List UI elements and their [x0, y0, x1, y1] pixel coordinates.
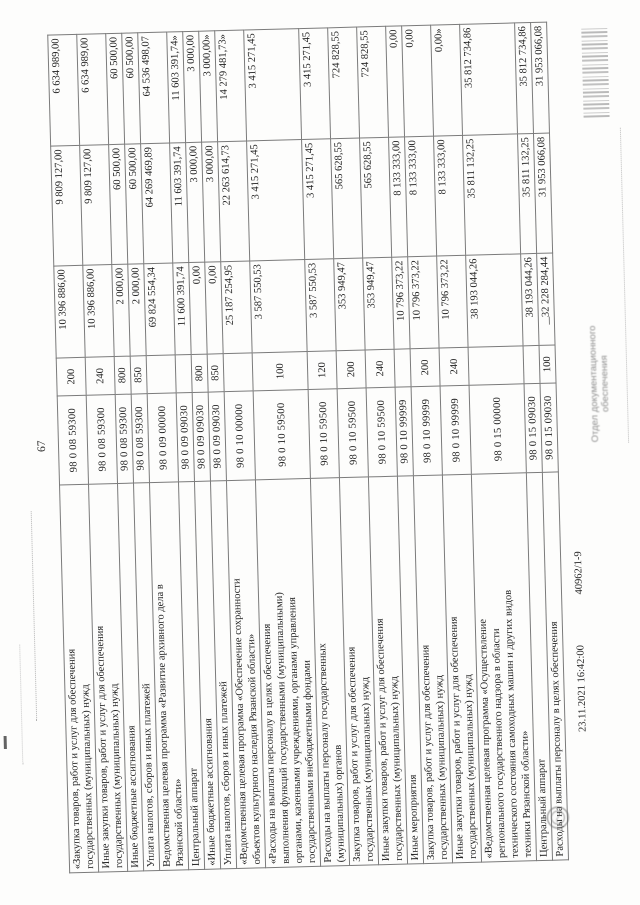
code-cell: 98 0 08 59300 [86, 394, 118, 485]
code-cell: 98 0 10 99999 [440, 385, 472, 475]
sum-col3-cell: 31 953 066,08 [530, 22, 550, 134]
sum-col2-cell: 35 811 132,25 [462, 133, 521, 256]
sum-col1-cell: 38 193 044,26 [465, 253, 524, 348]
expense-type-cell: 850 [207, 353, 225, 393]
code-cell: 98 0 15 00000 [469, 383, 527, 475]
sum-col3-cell: 3 415 271,45 [243, 28, 302, 141]
sum-col3-cell: 3 415 271,45 [298, 27, 331, 140]
sum-col1-cell: 25 187 254,95 [220, 260, 253, 354]
expense-type-cell [523, 345, 541, 384]
sum-col3-cell: 35 812 734,86 [459, 22, 518, 136]
sum-col2-cell: 31 953 066,08 [533, 133, 553, 254]
sum-col2-cell: 9 809 127,00 [50, 145, 83, 267]
budget-table: «Закупка товаров, работ и услуг для обес… [47, 22, 569, 874]
sum-col2-cell: 8 133 333,00 [433, 135, 466, 257]
sum-col3-cell: 64 536 498,07 [137, 32, 170, 144]
sum-col1-cell: 10 396 886,00 [53, 265, 86, 359]
sum-col1-cell: 353 949,47 [362, 257, 395, 350]
expense-type-cell: 800 [191, 354, 209, 393]
sum-col2-cell: 3 415 271,45 [246, 139, 305, 261]
sum-col3-cell: 0,00» [430, 24, 463, 137]
print-datetime: 23.11.2021 16:42:00 [575, 644, 589, 733]
expense-type-cell: 240 [439, 347, 470, 387]
expense-type-cell: 800 [114, 356, 132, 395]
page-number: 67 [35, 440, 49, 453]
emblem-stamp-icon: р [540, 804, 571, 831]
scan-artifact-dots [30, 511, 38, 722]
sum-col2-cell: 565 628,55 [359, 137, 392, 258]
scan-artifact-mark [3, 735, 7, 750]
sum-col3-cell: 724 828,55 [356, 26, 389, 139]
scan-artifact-dots [19, 644, 24, 765]
expense-type-cell: 200 [410, 348, 441, 387]
scan-artifact-dots [619, 127, 630, 443]
code-cell: 98 0 10 59500 [253, 389, 311, 480]
expense-type-cell [146, 354, 177, 394]
expense-type-cell [223, 352, 254, 392]
print-footer: 23.11.2021 16:42:00 40962/1-9 [573, 551, 589, 732]
expense-type-cell [175, 354, 193, 393]
budget-table-body: «Закупка товаров, работ и услуг для обес… [47, 22, 569, 873]
dept-stamp-text: Отдел документационного обеспечения [587, 325, 612, 443]
sum-col2-cell: 565 628,55 [330, 138, 363, 259]
sum-col3-cell: 6 634 989,00 [76, 33, 109, 146]
expense-type-cell: 240 [85, 356, 116, 396]
sum-col1-cell: 3 587 550,53 [304, 258, 337, 352]
code-cell: 98 0 10 00000 [224, 390, 256, 481]
code-cell: 98 0 09 00000 [147, 392, 179, 483]
sum-col1-cell: 69 824 554,34 [143, 262, 176, 356]
svg-text:р: р [542, 816, 548, 819]
barcode-smudge [581, 25, 610, 118]
sum-col2-cell: 3 415 271,45 [301, 138, 334, 260]
sum-col1-cell: 3 587 550,53 [249, 259, 308, 353]
label-cell: «Ведомственная целевая программа «Осущес… [471, 472, 537, 863]
sum-col1-cell: 10 796 373,22 [436, 255, 469, 349]
expense-type-cell: 850 [130, 355, 148, 395]
sum-col2-cell: 22 263 614,73 [217, 140, 250, 262]
code-cell: 98 0 10 59500 [308, 388, 340, 479]
sum-col3-cell: 14 279 481,73» [214, 30, 247, 142]
expense-type-cell: 240 [365, 349, 396, 388]
label-cell: «Расходы на выплаты персоналу в целях об… [255, 478, 321, 868]
sum-col3-cell: 724 828,55 [327, 27, 360, 139]
scan-artifact-mark [548, 316, 550, 325]
code-cell: 98 0 08 59300 [57, 395, 89, 486]
doc-number: 40962/1-9 [572, 551, 586, 595]
sum-col1-cell: 32 228 284,44 [536, 253, 556, 346]
sum-col3-cell: 0,00 [401, 25, 434, 137]
code-cell: 98 0 10 99999 [411, 386, 443, 476]
sum-col2-cell: 64 269 469,89 [140, 143, 173, 264]
expense-type-cell [394, 348, 412, 388]
sum-col2-cell: 9 809 127,00 [79, 144, 112, 266]
expense-type-cell: 200 [336, 349, 367, 389]
expense-type-cell: 200 [56, 357, 87, 397]
sum-col3-cell: 6 634 989,00 [47, 34, 80, 147]
code-cell: 98 0 15 09030 [540, 382, 559, 473]
expense-type-cell: 120 [307, 350, 338, 390]
sum-col1-cell: 10 796 373,22 [407, 256, 440, 349]
expense-type-cell: 100 [252, 351, 309, 391]
sum-col2-cell: 8 133 333,00 [404, 136, 437, 257]
expense-type-cell: 100 [539, 344, 557, 384]
code-cell: 98 0 10 59500 [366, 387, 398, 477]
sum-col1-cell: 10 396 886,00 [82, 264, 115, 358]
sum-col1-cell: 353 949,47 [333, 257, 366, 351]
code-cell: 98 0 10 59500 [337, 387, 369, 478]
expense-type-cell [468, 345, 525, 386]
